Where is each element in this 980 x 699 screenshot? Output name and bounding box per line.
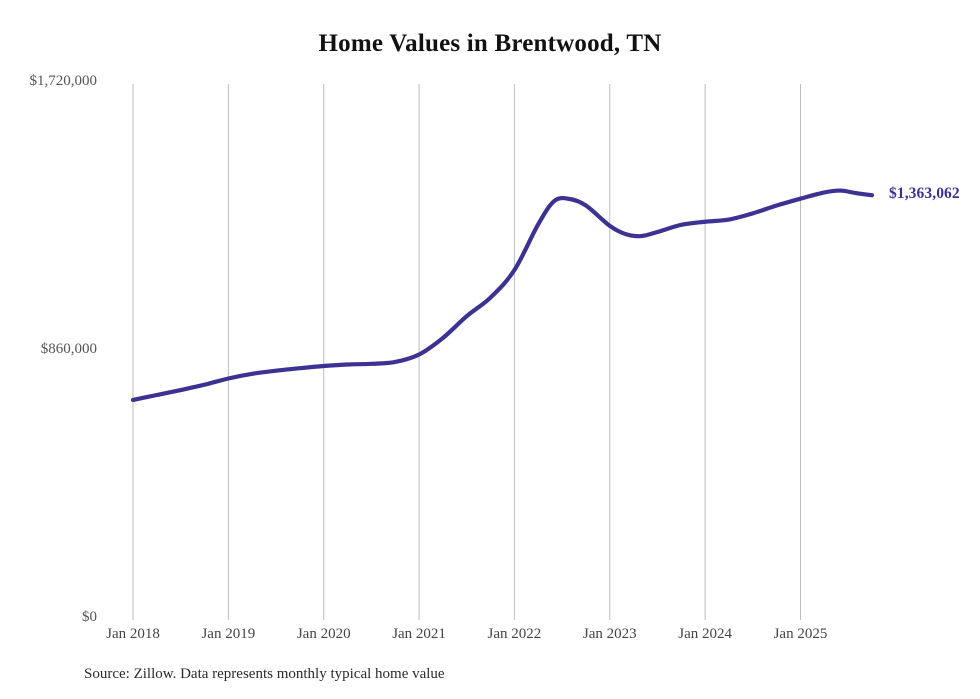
x-tick-label-jan-2024: Jan 2024 — [678, 626, 732, 642]
x-tick-label-jan-2020: Jan 2020 — [296, 626, 351, 642]
x-tick-label-jan-2019: Jan 2019 — [201, 626, 256, 642]
y-tick-label: $1,720,000 — [29, 73, 98, 89]
gridlines-group — [132, 84, 801, 620]
x-tick-label-jan-2023: Jan 2023 — [582, 626, 637, 642]
y-tick-label: $860,000 — [40, 341, 97, 357]
x-tick-label-jan-2018: Jan 2018 — [106, 626, 160, 642]
end-value-label: $1,363,062 — [889, 185, 960, 203]
chart-source-caption: Source: Zillow. Data represents monthly … — [84, 666, 445, 682]
y-tick-label: $0 — [82, 609, 97, 625]
chart-title: Home Values in Brentwood, TN — [318, 30, 662, 57]
series-line-typical-home-value — [130, 188, 875, 403]
x-tick-label-jan-2025: Jan 2025 — [773, 626, 828, 642]
x-tick-label-jan-2022: Jan 2022 — [487, 626, 542, 642]
x-tick-label-jan-2021: Jan 2021 — [392, 626, 446, 642]
